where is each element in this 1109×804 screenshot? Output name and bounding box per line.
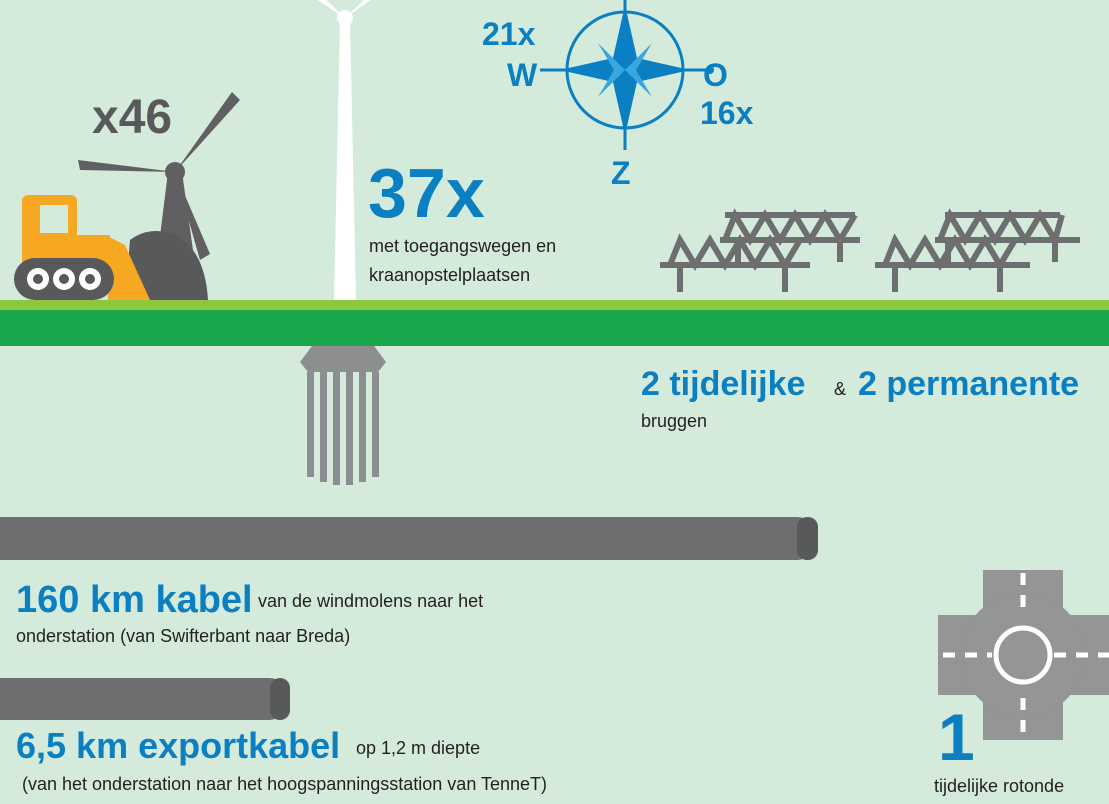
- turbine-desc-2: kraanopstelplaatsen: [369, 265, 530, 285]
- bridges-temporary: 2 tijdelijke: [641, 365, 805, 403]
- compass-east: O: [703, 57, 728, 93]
- cable-headline: 160 km kabel: [16, 579, 253, 621]
- bridges-permanent: 2 permanente: [858, 365, 1079, 403]
- wind-turbine: [317, 0, 371, 300]
- turbine-desc-1: met toegangswegen en: [369, 236, 556, 256]
- bulldozer: [14, 195, 208, 300]
- compass-south: Z: [611, 155, 631, 191]
- compass: [540, 0, 714, 150]
- grass-line: [0, 300, 1109, 312]
- ground-band: [0, 310, 1109, 346]
- bridges: [660, 208, 1080, 292]
- roundabout: [938, 570, 1109, 740]
- turbine-count: 37x: [368, 154, 485, 232]
- compass-west-count: 21x: [482, 16, 536, 52]
- cable-end: [797, 517, 818, 560]
- compass-west: W: [507, 57, 538, 93]
- cable-desc-1: van de windmolens naar het: [258, 591, 483, 611]
- cable-desc-2: onderstation (van Swifterbant naar Breda…: [16, 626, 350, 646]
- bridges-and: &: [834, 379, 846, 399]
- roundabout-count: 1: [938, 700, 975, 774]
- compass-east-count: 16x: [700, 95, 754, 131]
- export-cable-desc-1: op 1,2 m diepte: [356, 738, 480, 758]
- equipment-count: x46: [92, 91, 172, 144]
- cable: [0, 517, 818, 560]
- export-cable: [0, 678, 290, 720]
- export-cable-desc-2: (van het onderstation naar het hoogspann…: [22, 774, 547, 794]
- foundation: [300, 346, 386, 485]
- roundabout-label: tijdelijke rotonde: [934, 776, 1064, 796]
- export-cable-end: [270, 678, 290, 720]
- export-cable-headline: 6,5 km exportkabel: [16, 725, 340, 766]
- bridges-label: bruggen: [641, 411, 707, 431]
